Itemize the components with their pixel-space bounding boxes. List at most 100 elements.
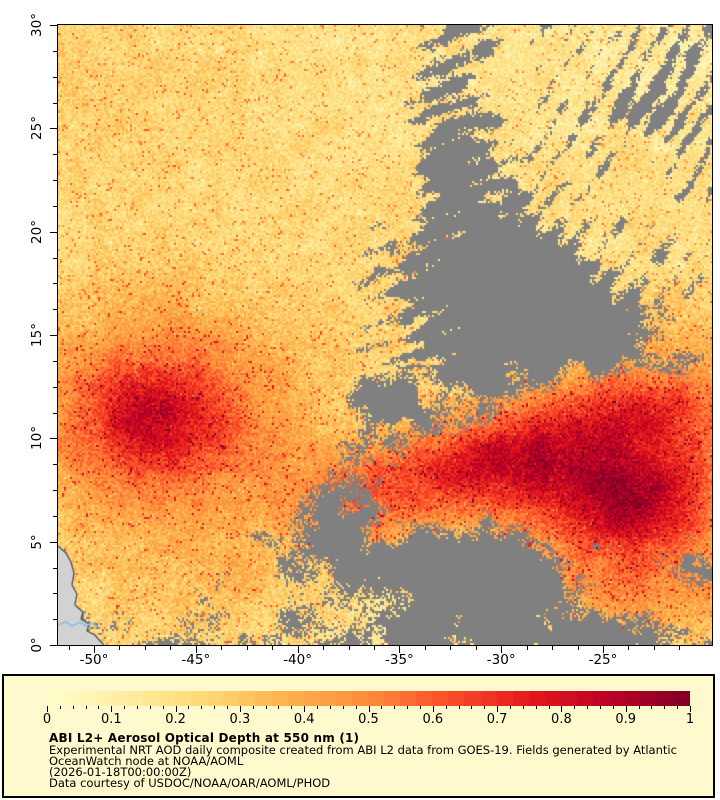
- y-axis-label: 25°: [29, 116, 45, 141]
- colorbar-minor-tick: [664, 706, 665, 709]
- y-axis-minor-tick: [53, 206, 57, 207]
- map-plot-area: [57, 24, 713, 646]
- x-axis-label: -30°: [486, 652, 516, 668]
- x-axis-major-tick: [94, 646, 95, 653]
- x-axis-minor-tick: [69, 646, 70, 650]
- colorbar-tick-label: 0.5: [358, 712, 379, 727]
- y-axis-label: 20°: [29, 219, 45, 244]
- colorbar-minor-tick: [381, 706, 382, 709]
- y-axis-label: 5°: [29, 533, 45, 550]
- y-axis-minor-tick: [53, 180, 57, 181]
- legend-text-line: OceanWatch node at NOAA/AOML: [49, 754, 244, 768]
- colorbar-major-tick: [240, 706, 241, 712]
- x-axis-minor-tick: [349, 646, 350, 650]
- colorbar-tick-label: 0: [42, 712, 52, 727]
- x-axis-minor-tick: [170, 646, 171, 650]
- x-axis-major-tick: [399, 646, 400, 653]
- colorbar-gradient: [47, 691, 690, 706]
- colorbar-minor-tick: [291, 706, 292, 709]
- y-axis-minor-tick: [53, 413, 57, 414]
- x-axis-minor-tick: [654, 646, 655, 650]
- colorbar-minor-tick: [587, 706, 588, 709]
- colorbar-minor-tick: [60, 706, 61, 709]
- x-axis-label: -50°: [79, 652, 109, 668]
- y-axis-major-tick: [50, 542, 57, 543]
- y-axis-minor-tick: [53, 51, 57, 52]
- y-axis-minor-tick: [53, 309, 57, 310]
- colorbar-major-tick: [304, 706, 305, 712]
- colorbar-minor-tick: [124, 706, 125, 709]
- x-axis-label: -40°: [283, 652, 312, 668]
- x-axis-minor-tick: [119, 646, 120, 650]
- colorbar-minor-tick: [484, 706, 485, 709]
- colorbar-major-tick: [626, 706, 627, 712]
- y-axis-major-tick: [50, 645, 57, 646]
- y-axis-label: 0°: [29, 637, 45, 653]
- y-axis-minor-tick: [53, 516, 57, 517]
- x-axis-minor-tick: [628, 646, 629, 650]
- y-axis-major-tick: [50, 438, 57, 439]
- colorbar-minor-tick: [343, 706, 344, 709]
- colorbar-tick-label: 0.6: [422, 712, 444, 727]
- x-axis-major-tick: [603, 646, 604, 653]
- colorbar-minor-tick: [73, 706, 74, 709]
- colorbar-minor-tick: [227, 706, 228, 709]
- colorbar-minor-tick: [536, 706, 537, 709]
- colorbar-minor-tick: [446, 706, 447, 709]
- y-axis-minor-tick: [53, 154, 57, 155]
- colorbar-minor-tick: [510, 706, 511, 709]
- colorbar-major-tick: [369, 706, 370, 712]
- x-axis-minor-tick: [476, 646, 477, 650]
- colorbar-major-tick: [47, 706, 48, 712]
- colorbar-minor-tick: [613, 706, 614, 709]
- y-axis-label: 15°: [29, 323, 45, 347]
- colorbar-minor-tick: [356, 706, 357, 709]
- y-axis-minor-tick: [53, 464, 57, 465]
- colorbar-minor-tick: [278, 706, 279, 709]
- y-axis-major-tick: [50, 25, 57, 26]
- x-axis-minor-tick: [578, 646, 579, 650]
- colorbar-major-tick: [561, 706, 562, 712]
- colorbar-tick-label: 0.4: [293, 712, 315, 727]
- colorbar-tick-label: 0.3: [229, 712, 251, 727]
- x-axis-label: -25°: [588, 652, 618, 668]
- y-axis-minor-tick: [53, 103, 57, 104]
- x-axis-label: -35°: [384, 652, 414, 668]
- x-axis-major-tick: [501, 646, 502, 653]
- y-axis-major-tick: [50, 128, 57, 129]
- x-axis-major-tick: [298, 646, 299, 653]
- y-axis-minor-tick: [53, 490, 57, 491]
- x-axis-label: -45°: [181, 652, 211, 668]
- colorbar-major-tick: [111, 706, 112, 712]
- legend-text-line: Data courtesy of USDOC/NOAA/OAR/AOML/PHO…: [49, 776, 331, 790]
- colorbar-minor-tick: [317, 706, 318, 709]
- colorbar-minor-tick: [98, 706, 99, 709]
- colorbar-tick-label: 1: [685, 712, 695, 727]
- colorbar-minor-tick: [459, 706, 460, 709]
- colorbar-major-tick: [690, 706, 691, 712]
- y-axis-major-tick: [50, 335, 57, 336]
- legend-text-line: (2026-01-18T00:00:00Z): [49, 765, 192, 779]
- legend-panel: 0 0.1 0.2 0.3 0.4 0.5 0.6 0.7 0.8 0.9 1 ABI L2+ Ae…: [2, 674, 715, 798]
- x-axis-minor-tick: [247, 646, 248, 650]
- colorbar-major-tick: [433, 706, 434, 712]
- colorbar-tick-label: 0.7: [486, 712, 508, 727]
- colorbar-tick-label: 0.2: [165, 712, 186, 727]
- y-axis-minor-tick: [53, 593, 57, 594]
- colorbar-minor-tick: [677, 706, 678, 709]
- legend-title: ABI L2+ Aerosol Optical Depth at 550 nm …: [49, 731, 360, 745]
- colorbar-minor-tick: [137, 706, 138, 709]
- y-axis-minor-tick: [53, 361, 57, 362]
- colorbar-minor-tick: [523, 706, 524, 709]
- colorbar-minor-tick: [214, 706, 215, 709]
- colorbar-minor-tick: [266, 706, 267, 709]
- y-axis-minor-tick: [53, 619, 57, 620]
- colorbar-minor-tick: [651, 706, 652, 709]
- y-axis-minor-tick: [53, 77, 57, 78]
- aod-raster-image: [58, 25, 712, 645]
- x-axis-minor-tick: [145, 646, 146, 650]
- colorbar-minor-tick: [188, 706, 189, 709]
- colorbar-minor-tick: [639, 706, 640, 709]
- colorbar-minor-tick: [600, 706, 601, 709]
